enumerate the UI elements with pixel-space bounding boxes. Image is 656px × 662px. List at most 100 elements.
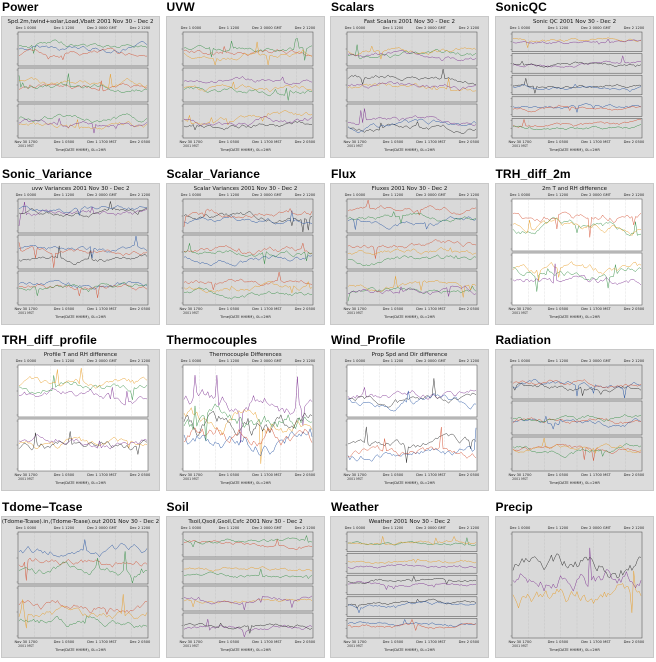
bottom-tick-label: Dec 1 1700 MST bbox=[252, 640, 282, 644]
bottom-sub-label: 2001 MST bbox=[183, 477, 199, 481]
x-axis-label: Time(DATE HHMM), 0L=2HR bbox=[54, 648, 106, 652]
top-tick-label: Dec 1 0000 bbox=[345, 359, 366, 363]
tile-5: Scalar_Variance Scalar Variances 2001 Nov… bbox=[165, 167, 325, 327]
top-tick-label: Dec 2 0000 GMT bbox=[581, 193, 612, 197]
top-tick-label: Dec 1 1200 bbox=[54, 193, 75, 197]
plot-thumbnail[interactable]: Dec 1 0000 Dec 1 1200 Dec 2 0000 GMT Dec 2 … bbox=[494, 515, 654, 658]
top-tick-label: Dec 2 1200 bbox=[459, 193, 480, 197]
plot-thumbnail[interactable]: Thermocouple Differences Dec 1 0000 Dec 1 … bbox=[165, 349, 325, 491]
plot-thumbnail[interactable]: Fast Scalars 2001 Nov 30 - Dec 2 Dec 1 00… bbox=[330, 16, 489, 158]
bottom-tick-label: Dec 2 0500 bbox=[130, 307, 151, 311]
bottom-tick-label: Dec 1 0500 bbox=[218, 640, 239, 644]
bottom-sub-label: 2001 MST bbox=[512, 644, 528, 648]
bottom-tick-label: Dec 1 1700 MST bbox=[87, 640, 117, 644]
bottom-tick-label: Dec 1 0500 bbox=[54, 307, 75, 311]
plot-title: uvw Variances 2001 Nov 30 - Dec 2 bbox=[32, 186, 130, 192]
bottom-tick-label: Nov 30 1700 bbox=[343, 307, 367, 311]
plot-thumbnail[interactable]: Dec 1 0000 Dec 1 1200 Dec 2 0000 GMT Dec 2 … bbox=[165, 16, 325, 158]
top-tick-label: Dec 1 1200 bbox=[383, 359, 404, 363]
tile-title[interactable]: SonicQC bbox=[495, 0, 547, 14]
top-tick-label: Dec 2 0000 GMT bbox=[87, 26, 118, 30]
plot-thumbnail[interactable]: Weather 2001 Nov 30 - Dec 2 Dec 1 0000 Dec… bbox=[330, 515, 489, 658]
tile-title[interactable]: Sonic_Variance bbox=[2, 166, 93, 181]
top-tick-label: Dec 1 0000 bbox=[509, 359, 530, 363]
tile-title[interactable]: Thermocouples bbox=[166, 333, 258, 347]
plot-title: Weather 2001 Nov 30 - Dec 2 bbox=[369, 519, 451, 525]
top-tick-label: Dec 2 1200 bbox=[623, 193, 644, 197]
tile-title[interactable]: Radiation bbox=[495, 333, 552, 347]
plot-title: Spd.2m,twind+solar,Load,Vbatt 2001 Nov 3… bbox=[8, 19, 154, 25]
plot-svg: Spd.2m,twind+solar,Load,Vbatt 2001 Nov 3… bbox=[2, 17, 159, 157]
plot-thumbnail[interactable]: Spd.2m,twind+solar,Load,Vbatt 2001 Nov 3… bbox=[1, 16, 160, 158]
bottom-tick-label: Nov 30 1700 bbox=[343, 473, 367, 477]
plot-thumbnail[interactable]: 2m T and RH difference Dec 1 0000 Dec 1 12… bbox=[494, 182, 654, 325]
tile-title[interactable]: Scalars bbox=[331, 0, 375, 14]
plot-thumbnail[interactable]: Sonic QC 2001 Nov 30 - Dec 2 Dec 1 0000 De… bbox=[494, 16, 654, 158]
tile-title[interactable]: Power bbox=[2, 0, 39, 14]
tile-title[interactable]: UVW bbox=[166, 0, 195, 14]
top-tick-label: Dec 1 0000 bbox=[345, 526, 366, 530]
bottom-tick-label: Nov 30 1700 bbox=[508, 473, 532, 477]
top-tick-label: Dec 2 0000 GMT bbox=[581, 359, 612, 363]
tile-title[interactable]: TRH_diff_profile bbox=[2, 333, 97, 347]
top-tick-label: Dec 1 1200 bbox=[54, 359, 75, 363]
tile-title[interactable]: Wind_Profile bbox=[331, 333, 406, 347]
tile-title[interactable]: TRH_diff_2m bbox=[495, 166, 571, 181]
top-tick-label: Dec 1 0000 bbox=[180, 359, 201, 363]
top-tick-label: Dec 1 1200 bbox=[218, 26, 239, 30]
plot-thumbnail[interactable]: Tsoil,Qsoil,Gsoil,Csfc 2001 Nov 30 - Dec… bbox=[165, 515, 325, 658]
bottom-sub-label: 2001 MST bbox=[512, 144, 528, 148]
bottom-tick-label: Dec 1 1700 MST bbox=[416, 640, 446, 644]
x-axis-label: Time(DATE HHMM), 0L=2HR bbox=[548, 481, 600, 485]
plot-title: Sonic QC 2001 Nov 30 - Dec 2 bbox=[532, 19, 615, 25]
top-tick-label: Dec 1 0000 bbox=[16, 359, 37, 363]
plot-title: Profile T and RH difference bbox=[44, 352, 118, 358]
plot-title: Fast Scalars 2001 Nov 30 - Dec 2 bbox=[364, 19, 455, 25]
bottom-tick-label: Dec 1 1700 MST bbox=[252, 140, 282, 144]
bottom-sub-label: 2001 MST bbox=[347, 477, 363, 481]
top-tick-label: Dec 2 1200 bbox=[459, 359, 480, 363]
top-tick-label: Dec 2 0000 GMT bbox=[416, 526, 447, 530]
bottom-tick-label: Dec 1 1700 MST bbox=[252, 307, 282, 311]
plot-thumbnail[interactable]: Dec 1 0000 Dec 1 1200 Dec 2 0000 GMT Dec 2 … bbox=[494, 349, 654, 491]
x-axis-label: Time(DATE HHMM), 0L=2HR bbox=[383, 648, 435, 652]
bottom-tick-label: Nov 30 1700 bbox=[14, 640, 38, 644]
top-tick-label: Dec 1 0000 bbox=[345, 26, 366, 30]
bottom-tick-label: Dec 1 0500 bbox=[54, 640, 75, 644]
top-tick-label: Dec 2 0000 GMT bbox=[416, 193, 447, 197]
tile-title[interactable]: Tdome−Tcase bbox=[2, 499, 83, 514]
plot-thumbnail[interactable]: (Tdome-Tcase).in,(Tdome-Tcase).out 2001 … bbox=[1, 515, 160, 658]
bottom-tick-label: Dec 2 0500 bbox=[130, 473, 151, 477]
bottom-tick-label: Nov 30 1700 bbox=[508, 307, 532, 311]
x-axis-label: Time(DATE HHMM), 0L=2HR bbox=[219, 148, 271, 152]
x-axis-label: Time(DATE HHMM), 0L=2HR bbox=[54, 148, 106, 152]
plot-thumbnail[interactable]: uvw Variances 2001 Nov 30 - Dec 2 Dec 1 0… bbox=[1, 182, 160, 325]
bottom-sub-label: 2001 MST bbox=[183, 311, 199, 315]
top-tick-label: Dec 2 0000 GMT bbox=[581, 526, 612, 530]
plot-thumbnail[interactable]: Scalar Variances 2001 Nov 30 - Dec 2 Dec … bbox=[165, 182, 325, 325]
bottom-tick-label: Nov 30 1700 bbox=[508, 140, 532, 144]
top-tick-label: Dec 1 0000 bbox=[509, 26, 530, 30]
plot-thumbnail[interactable]: Profile T and RH difference Dec 1 0000 Dec… bbox=[1, 349, 160, 491]
plot-svg: Profile T and RH difference Dec 1 0000 Dec… bbox=[2, 350, 159, 490]
top-tick-label: Dec 2 1200 bbox=[294, 193, 315, 197]
top-tick-label: Dec 2 1200 bbox=[130, 26, 151, 30]
tile-title[interactable]: Soil bbox=[166, 499, 189, 514]
top-tick-label: Dec 1 0000 bbox=[345, 193, 366, 197]
top-tick-label: Dec 2 0000 GMT bbox=[87, 526, 118, 530]
plot-thumbnail[interactable]: Prop Spd and Dir difference Dec 1 0000 Dec… bbox=[330, 349, 489, 491]
x-axis-label: Time(DATE HHMM), 0L=2HR bbox=[548, 648, 600, 652]
bottom-tick-label: Dec 1 1700 MST bbox=[416, 307, 446, 311]
tile-title[interactable]: Flux bbox=[331, 166, 357, 181]
top-tick-label: Dec 1 0000 bbox=[16, 26, 37, 30]
bottom-sub-label: 2001 MST bbox=[347, 144, 363, 148]
top-tick-label: Dec 2 0000 GMT bbox=[87, 359, 118, 363]
plot-thumbnail[interactable]: Fluxes 2001 Nov 30 - Dec 2 Dec 1 0000 Dec … bbox=[330, 182, 489, 325]
tile-title[interactable]: Precip bbox=[495, 499, 533, 514]
plot-title: Thermocouple Differences bbox=[208, 352, 281, 358]
tile-title[interactable]: Weather bbox=[331, 499, 379, 514]
tile-title[interactable]: Scalar_Variance bbox=[166, 166, 261, 181]
